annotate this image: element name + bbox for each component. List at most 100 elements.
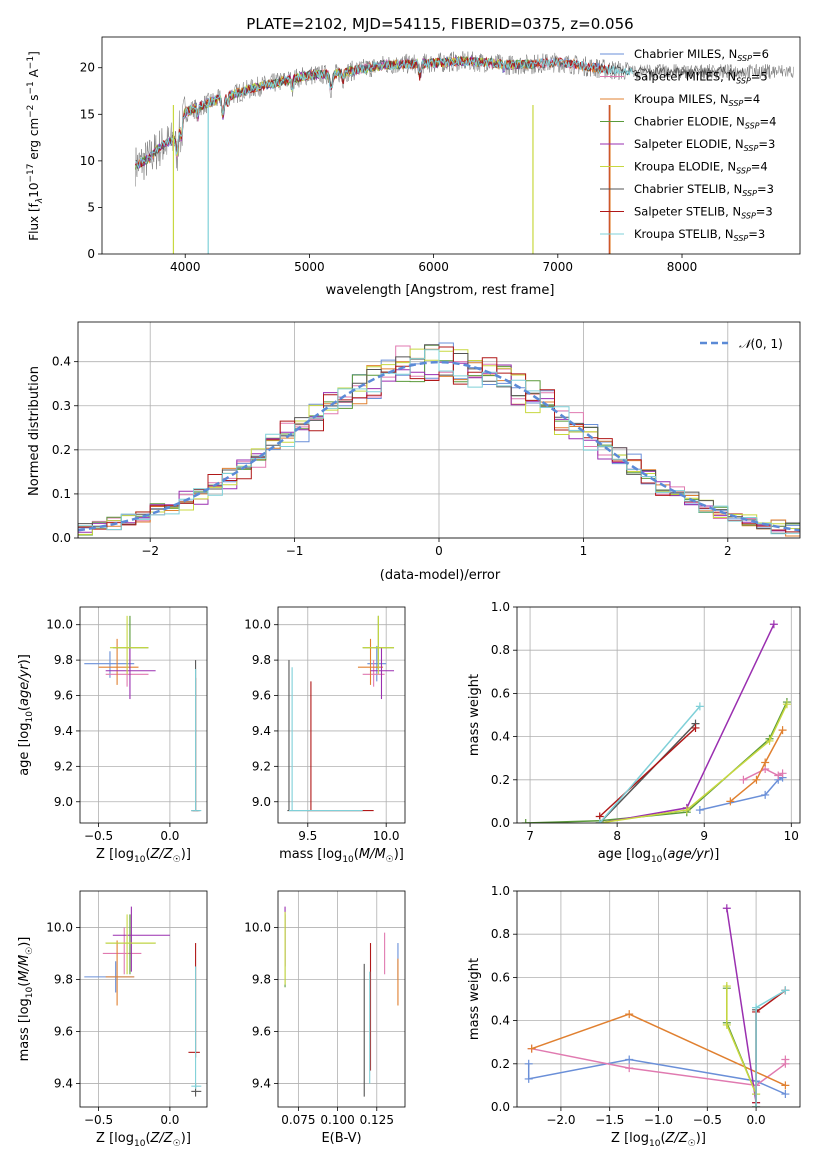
y-tick-label: 0.8 (491, 643, 510, 657)
x-tick-label: −1.5 (595, 1113, 624, 1127)
weight-marker (739, 775, 748, 784)
x-tick-label: 0.0 (747, 1113, 766, 1127)
weight-marker (524, 1059, 533, 1068)
plot-area (84, 906, 202, 1097)
x-axis-label: Z [log10(Z/Z☉)] (96, 847, 191, 865)
y-tick-label: 9.0 (54, 795, 73, 809)
plot-area (135, 51, 795, 254)
z-weight-panel: −2.0 −1.5 −1.0 −0.5 0.0 0.0 0.2 0.4 0.6 0.8 1.0 Z [… (467, 884, 801, 1149)
y-tick-label: 9.4 (54, 724, 73, 738)
weight-marker (774, 771, 783, 780)
plot-area (284, 906, 399, 1097)
y-tick-label: 9.4 (54, 1077, 73, 1091)
weight-marker (752, 775, 761, 784)
x-axis-label: age [log10(age/yr)] (598, 847, 720, 865)
legend-label-2: Kroupa MILES, NSSP=4 (634, 92, 760, 108)
spectrum-y-label: Flux [fλ10−17 erg cm−2 s−1 A−1] (26, 51, 45, 241)
z-mass-panel: −0.5 0.0 9.4 9.6 9.8 10.0 Z [log10(Z/Z☉)] mass … (17, 890, 208, 1149)
legend-label-5: Kroupa ELODIE, NSSP=4 (634, 160, 768, 176)
y-axis-label: mass weight (467, 674, 482, 756)
mass-age-panel: 9.5 10.0 9.0 9.2 9.4 9.6 9.8 10.0 mass [log10(M/… (244, 606, 406, 865)
y-tick-label: 10.0 (46, 618, 73, 632)
weight-marker (695, 702, 704, 711)
weight-line-3 (525, 701, 788, 823)
weight-marker (752, 1003, 761, 1012)
x-tick-label: −0.5 (84, 1113, 113, 1127)
y-tick-label: 1.0 (491, 884, 510, 898)
legend-label-6: Chabrier STELIB, NSSP=3 (634, 182, 774, 198)
weight-line-5 (599, 703, 788, 823)
x-tick-label: 10.0 (373, 829, 400, 843)
axes-frame (516, 890, 801, 1108)
y-tick-label: 9.8 (252, 653, 271, 667)
x-tick-label: 0.100 (320, 1113, 354, 1127)
weight-line-6 (599, 723, 697, 823)
weight-marker (726, 797, 735, 806)
x-tick-label: 8000 (667, 260, 698, 274)
y-tick-label: 10.0 (244, 920, 271, 934)
residuals-panel: (data-model)/error Normed distribution −… (27, 321, 801, 583)
y-tick-label: 9.0 (252, 795, 271, 809)
weight-marker (722, 982, 731, 991)
y-tick-label: 9.4 (252, 1077, 271, 1091)
x-tick-label: 0.0 (160, 829, 179, 843)
weight-line-7 (599, 727, 697, 818)
weight-marker (761, 790, 770, 799)
x-tick-label: −2.0 (546, 1113, 575, 1127)
y-tick-label: 15 (80, 107, 95, 121)
y-tick-label: 9.8 (54, 653, 73, 667)
spectrum-panel: wavelength [Angstrom, rest frame] Flux [… (26, 36, 801, 298)
x-tick-label: 1 (580, 544, 588, 558)
y-tick-label: 9.6 (54, 1025, 73, 1039)
y-tick-label: 9.6 (252, 1025, 271, 1039)
x-tick-label: −2 (141, 544, 159, 558)
plot-area (521, 620, 791, 823)
y-tick-label: 10.0 (46, 920, 73, 934)
weight-marker (722, 1020, 731, 1029)
x-tick-label: 9 (700, 829, 708, 843)
weight-marker (691, 723, 700, 732)
y-tick-label: 0.0 (52, 531, 71, 545)
x-axis-label: E(B-V) (321, 1131, 361, 1146)
x-axis-label: Z [log10(Z/Z☉)] (611, 1131, 706, 1149)
age-weight-panel: 7 8 9 10 0.0 0.2 0.4 0.6 0.8 1.0 age [log10(age/yr… (467, 600, 801, 865)
weight-marker (722, 904, 731, 913)
axes-frame (277, 890, 406, 1108)
weight-marker (781, 1081, 790, 1090)
spectrum-x-label: wavelength [Angstrom, rest frame] (326, 283, 555, 298)
x-tick-label: 8 (613, 829, 621, 843)
y-tick-label: 0.0 (491, 1100, 510, 1114)
x-tick-label: 9.5 (298, 829, 317, 843)
legend-label-3: Chabrier ELODIE, NSSP=4 (634, 115, 776, 131)
x-tick-label: 0.075 (281, 1113, 315, 1127)
axes-frame (79, 890, 208, 1108)
y-tick-label: 0 (87, 247, 95, 261)
weight-line-7 (755, 989, 786, 1103)
y-tick-label: 9.8 (54, 972, 73, 986)
x-tick-label: −0.5 (693, 1113, 722, 1127)
legend-label-4: Salpeter ELODIE, NSSP=3 (634, 137, 775, 153)
y-tick-label: 0.2 (491, 1057, 510, 1071)
legend-label-0: Chabrier MILES, NSSP=6 (634, 47, 769, 63)
figure-title: PLATE=2102, MJD=54115, FIBERID=0375, z=0… (246, 15, 633, 33)
x-tick-label: 7 (526, 829, 534, 843)
weight-line-4 (726, 908, 757, 1103)
y-tick-label: 9.6 (54, 689, 73, 703)
y-tick-label: 0.1 (52, 487, 71, 501)
legend-label-1: Salpeter MILES, NSSP=5 (634, 70, 768, 86)
ebv-mass-panel: 0.075 0.100 0.125 9.4 9.6 9.8 10.0 E(B-V) (244, 890, 406, 1146)
x-tick-label: 2 (724, 544, 732, 558)
residuals-y-label: Normed distribution (27, 366, 42, 496)
y-tick-label: 1.0 (491, 600, 510, 614)
weight-marker (521, 819, 530, 823)
y-axis-label: mass [log10(M/M☉)] (17, 937, 35, 1062)
y-tick-label: 9.8 (252, 972, 271, 986)
y-tick-label: 0.6 (491, 970, 510, 984)
weight-marker (752, 1103, 761, 1107)
axes-frame (79, 606, 208, 824)
x-axis-label: mass [log10(M/M☉)] (279, 847, 404, 865)
plot-area (78, 342, 800, 538)
weight-marker (781, 1090, 790, 1099)
plot-area (84, 615, 202, 812)
